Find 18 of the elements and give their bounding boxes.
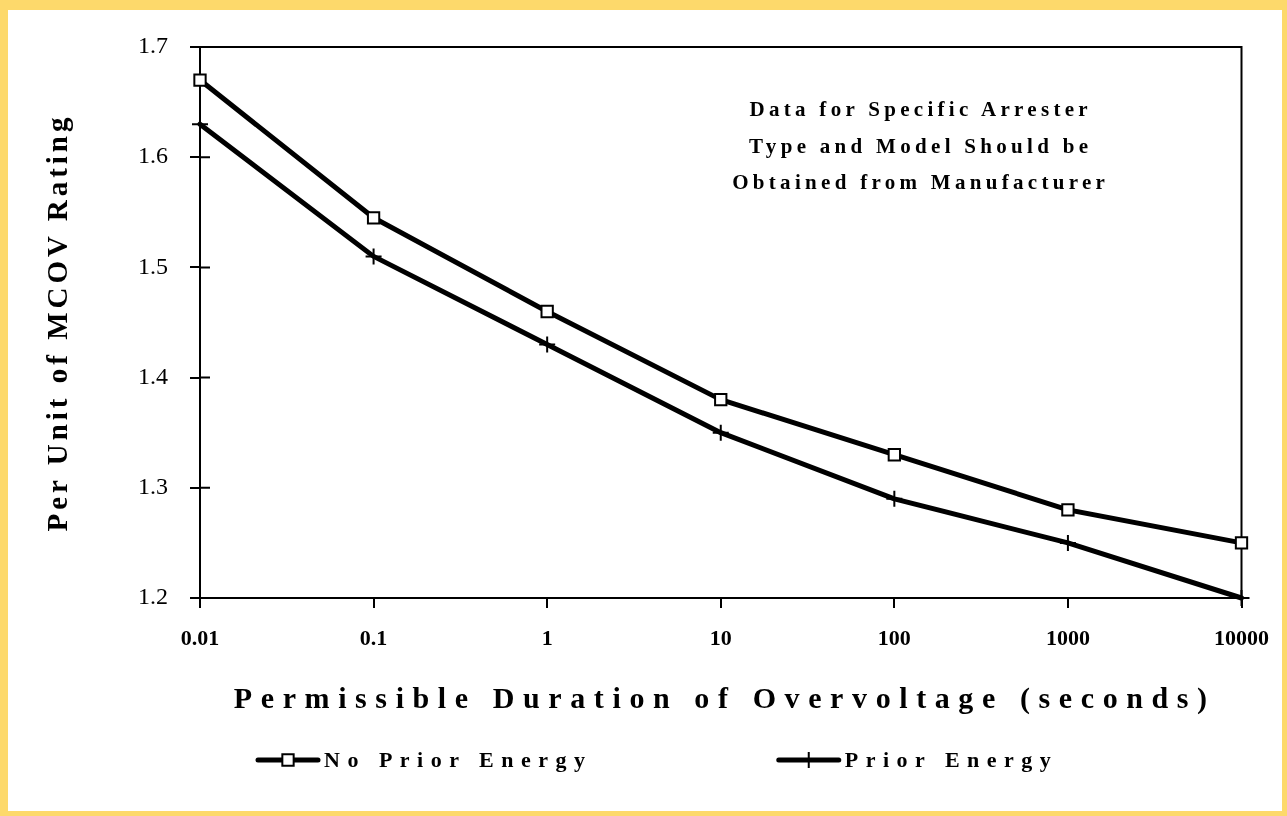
y-axis-title: Per Unit of MCOV Rating bbox=[41, 113, 74, 532]
x-axis-title: Permissible Duration of Overvoltage (seconds) bbox=[233, 680, 1216, 715]
x-tick-label: 0.1 bbox=[359, 624, 388, 650]
x-tick-label: 1 bbox=[541, 624, 553, 650]
y-tick-label: 1.4 bbox=[138, 362, 168, 389]
legend-label: Prior Energy bbox=[844, 746, 1059, 772]
y-tick-label: 1.7 bbox=[138, 32, 168, 59]
y-tick-label: 1.2 bbox=[138, 583, 168, 610]
annotation: Data for Specific Arrester Type and Model Should be Obtained from Manufacturer bbox=[732, 97, 1110, 195]
y-tick-label: 1.5 bbox=[138, 252, 168, 279]
y-tick-label: 1.3 bbox=[138, 473, 168, 500]
legend-label: No Prior Energy bbox=[324, 746, 593, 772]
x-tick-label: 10 bbox=[709, 624, 732, 650]
y-tick-label: 1.6 bbox=[138, 142, 168, 169]
x-tick-label: 10000 bbox=[1214, 624, 1269, 650]
x-tick-label: 1000 bbox=[1045, 624, 1090, 650]
x-tick-label: 100 bbox=[877, 624, 911, 650]
x-tick-label: 0.01 bbox=[180, 624, 220, 650]
